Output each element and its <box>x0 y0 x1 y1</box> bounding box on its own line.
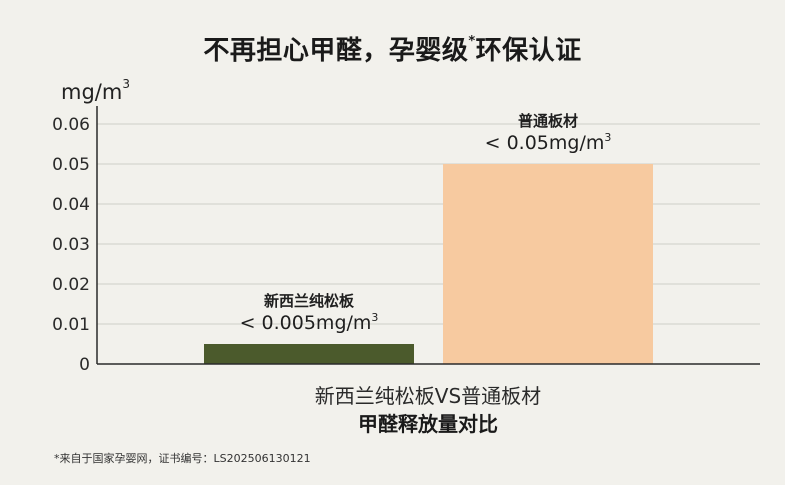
title-part-1: 不再担心甲醛，孕婴级 <box>203 36 469 66</box>
chart-title: 不再担心甲醛，孕婴级*环保认证 <box>0 30 785 67</box>
bar-1-name-label: 新西兰纯松板 <box>264 292 355 310</box>
y-axis-unit: mg/m3 <box>61 77 130 104</box>
bar-2-value-label: < 0.05mg/m3 <box>485 131 612 154</box>
y-unit-base: mg/m <box>61 80 123 104</box>
y-tick-label-5: 0.05 <box>52 155 90 175</box>
bar-2 <box>443 164 653 364</box>
y-tick-label-0: 0 <box>79 355 90 375</box>
bar-2-name-label: 普通板材 <box>518 112 578 130</box>
y-tick-label-1: 0.01 <box>52 315 90 335</box>
y-tick-label-3: 0.03 <box>52 235 90 255</box>
x-axis-label-line-1: 新西兰纯松板VS普通板材 <box>315 384 541 408</box>
y-tick-label-2: 0.02 <box>52 275 90 295</box>
title-asterisk: * <box>468 34 476 50</box>
bar-1-value-label: < 0.005mg/m3 <box>240 311 379 334</box>
footnote: *来自于国家孕婴网，证书编号：LS202506130121 <box>54 452 311 465</box>
y-tick-label-4: 0.04 <box>52 195 90 215</box>
y-unit-sup: 3 <box>122 77 130 91</box>
y-tick-label-6: 0.06 <box>52 115 90 135</box>
title-part-2: 环保认证 <box>475 36 582 66</box>
bar-1 <box>204 344 414 364</box>
x-axis-label-line-2: 甲醛释放量对比 <box>358 412 498 436</box>
